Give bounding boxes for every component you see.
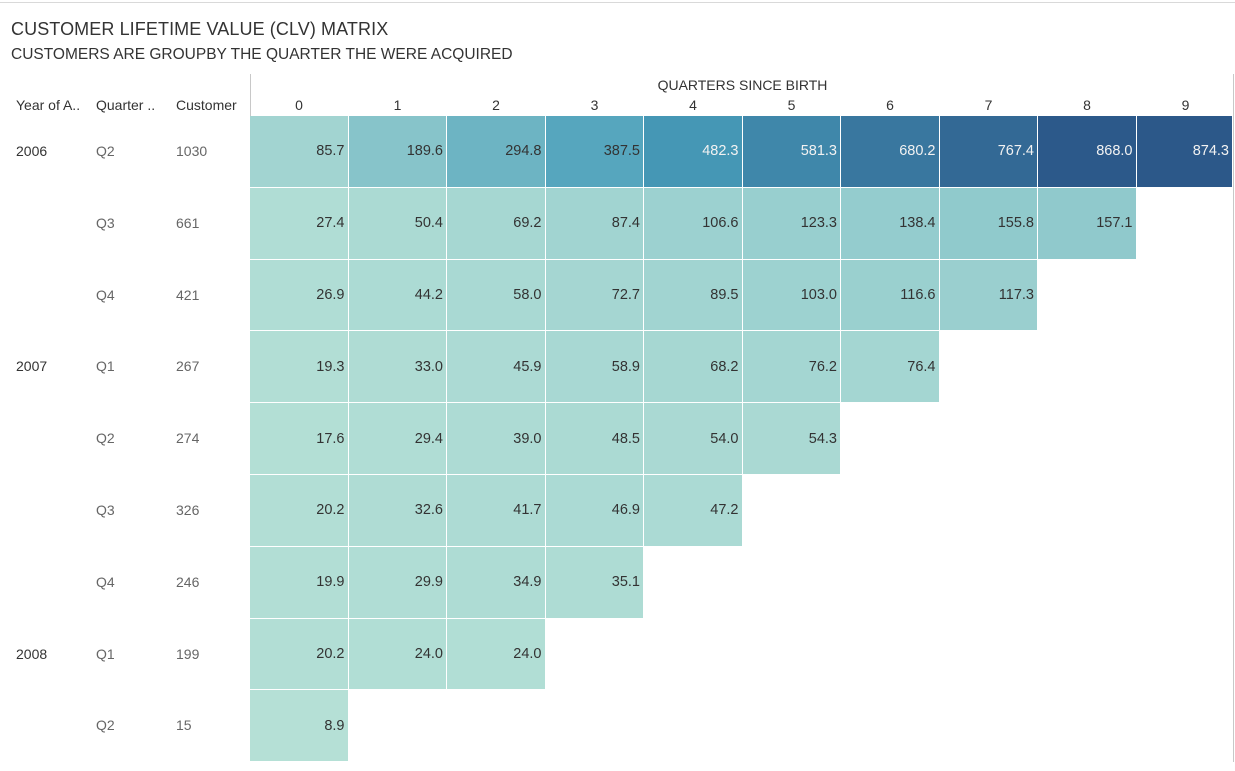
heatmap-cell[interactable]: 103.0 <box>742 259 841 332</box>
heatmap-cell[interactable]: 123.3 <box>742 187 841 260</box>
heatmap-cell[interactable]: 106.6 <box>644 187 743 260</box>
heatmap-cell[interactable]: 17.6 <box>250 403 349 475</box>
customer-count-label: 1030 <box>176 142 208 159</box>
heatmap-cell[interactable]: 157.1 <box>1038 187 1137 260</box>
heatmap-cell[interactable]: 89.5 <box>644 259 743 332</box>
heatmap-cell[interactable]: 387.5 <box>545 116 644 188</box>
heatmap-cell[interactable]: 34.9 <box>447 546 546 619</box>
heatmap-cell[interactable]: 29.9 <box>348 546 447 619</box>
customer-count-label: 267 <box>176 358 200 375</box>
quarter-label: Q1 <box>96 645 115 662</box>
year-label-2006: 2006 <box>16 142 48 159</box>
heatmap-cell[interactable]: 680.2 <box>841 116 940 188</box>
heatmap-cell[interactable]: 767.4 <box>939 116 1038 188</box>
right-edge-divider <box>1233 74 1234 762</box>
heatmap-cell[interactable]: 58.9 <box>545 331 644 404</box>
heatmap-cell[interactable]: 138.4 <box>841 187 940 260</box>
heatmap-cell[interactable]: 29.4 <box>348 403 447 475</box>
row-header-year[interactable]: Year of A.. <box>16 97 81 113</box>
heatmap-cell[interactable]: 54.0 <box>644 403 743 475</box>
heatmap-cell[interactable]: 76.2 <box>742 331 841 404</box>
heatmap-cell[interactable]: 868.0 <box>1038 116 1137 188</box>
heatmap-cell[interactable]: 27.4 <box>250 187 349 260</box>
heatmap-cell[interactable]: 41.7 <box>447 475 546 547</box>
heatmap-cell[interactable]: 85.7 <box>250 116 349 188</box>
heatmap-cell[interactable]: 19.3 <box>250 331 349 404</box>
heatmap-cell[interactable]: 20.2 <box>250 618 349 691</box>
heatmap-cell[interactable]: 294.8 <box>447 116 546 188</box>
column-label-1: 1 <box>393 97 402 113</box>
column-label-7: 7 <box>984 97 993 113</box>
heatmap-cell[interactable]: 32.6 <box>348 475 447 547</box>
customer-count-label: 421 <box>176 286 200 303</box>
heatmap-cell[interactable]: 874.3 <box>1136 116 1233 188</box>
customer-count-label: 661 <box>176 214 200 231</box>
heatmap-cell[interactable]: 155.8 <box>939 187 1038 260</box>
column-label-2: 2 <box>492 97 500 113</box>
quarter-label: Q1 <box>96 358 115 375</box>
customer-count-label: 246 <box>176 573 200 590</box>
heatmap-cell[interactable]: 68.2 <box>644 331 743 404</box>
quarter-label: Q2 <box>96 430 115 447</box>
heatmap-cell[interactable]: 54.3 <box>742 403 841 475</box>
heatmap-cell[interactable]: 45.9 <box>447 331 546 404</box>
heatmap-cell[interactable]: 35.1 <box>545 546 644 619</box>
heatmap-cell[interactable]: 33.0 <box>348 331 447 404</box>
heatmap-cell[interactable]: 87.4 <box>545 187 644 260</box>
heatmap-cell[interactable]: 39.0 <box>447 403 546 475</box>
heatmap-cell[interactable]: 26.9 <box>250 259 349 332</box>
column-label-3: 3 <box>590 97 599 113</box>
heatmap-cell[interactable]: 58.0 <box>447 259 546 332</box>
heatmap-cell[interactable]: 24.0 <box>348 618 447 691</box>
row-header-quarter[interactable]: Quarter .. <box>96 97 156 113</box>
heatmap-cell[interactable]: 117.3 <box>939 259 1038 332</box>
customer-count-label: 326 <box>176 501 200 518</box>
heatmap-cell[interactable]: 8.9 <box>250 690 349 763</box>
heatmap-cell[interactable]: 50.4 <box>348 187 447 260</box>
heatmap-cell[interactable]: 72.7 <box>545 259 644 332</box>
quarter-label: Q2 <box>96 717 115 734</box>
chart-title: CUSTOMER LIFETIME VALUE (CLV) MATRIX <box>11 19 389 39</box>
quarter-label: Q3 <box>96 214 115 231</box>
heatmap-cell[interactable]: 482.3 <box>644 116 743 188</box>
heatmap-cell[interactable]: 46.9 <box>545 475 644 547</box>
customer-count-label: 15 <box>176 717 192 734</box>
column-label-9: 9 <box>1181 97 1190 113</box>
customer-count-label: 274 <box>176 430 200 447</box>
heatmap-cell[interactable]: 44.2 <box>348 259 447 332</box>
heatmap-cell[interactable]: 20.2 <box>250 475 349 547</box>
heatmap-cell[interactable]: 47.2 <box>644 475 743 547</box>
column-label-5: 5 <box>787 97 796 113</box>
quarter-label: Q2 <box>96 142 115 159</box>
customer-count-label: 199 <box>176 645 200 662</box>
top-rule <box>0 2 1235 3</box>
column-label-4: 4 <box>689 97 697 113</box>
column-label-0: 0 <box>295 97 303 113</box>
column-axis-title: QUARTERS SINCE BIRTH <box>657 77 828 93</box>
quarter-label: Q4 <box>96 573 115 590</box>
column-label-6: 6 <box>886 97 894 113</box>
column-label-8: 8 <box>1083 97 1091 113</box>
quarter-label: Q4 <box>96 286 115 303</box>
heatmap-cell[interactable]: 116.6 <box>841 259 940 332</box>
year-label-2007: 2007 <box>16 358 48 375</box>
heatmap-cell[interactable]: 69.2 <box>447 187 546 260</box>
quarter-label: Q3 <box>96 501 115 518</box>
year-label-2008: 2008 <box>16 645 48 662</box>
chart-subtitle: CUSTOMERS ARE GROUPBY THE QUARTER THE WE… <box>11 46 513 63</box>
heatmap-cell[interactable]: 48.5 <box>545 403 644 475</box>
heatmap-cell[interactable]: 24.0 <box>447 618 546 691</box>
row-header-customer[interactable]: Customer <box>176 97 237 113</box>
heatmap-cell[interactable]: 581.3 <box>742 116 841 188</box>
heatmap-cell[interactable]: 189.6 <box>348 116 447 188</box>
heatmap-cell[interactable]: 76.4 <box>841 331 940 404</box>
heatmap-cell[interactable]: 19.9 <box>250 546 349 619</box>
